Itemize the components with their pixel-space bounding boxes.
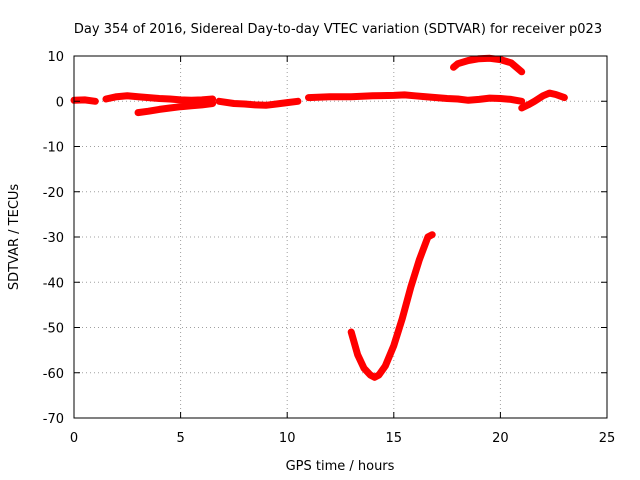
x-tick-label: 25	[599, 431, 616, 446]
y-axis-label: SDTVAR / TECUs	[7, 184, 22, 291]
series-segment-2	[134, 100, 217, 117]
series-segment-4	[305, 91, 526, 105]
x-tick-label: 5	[176, 431, 184, 446]
chart-title: Day 354 of 2016, Sidereal Day-to-day VTE…	[74, 22, 602, 37]
series-segment-5	[518, 89, 568, 112]
series-segment-6	[450, 54, 526, 76]
series-segment-0	[70, 96, 99, 105]
y-tick-label: -50	[43, 322, 64, 337]
data-layer	[70, 54, 568, 381]
x-tick-label: 0	[70, 431, 78, 446]
x-tick-label: 15	[386, 431, 403, 446]
y-tick-label: -40	[43, 276, 64, 291]
y-tick-label: 0	[56, 95, 64, 110]
y-tick-label: -30	[43, 231, 64, 246]
x-tick-label: 10	[279, 431, 296, 446]
y-tick-label: -10	[43, 141, 64, 156]
series-segment-7	[347, 231, 436, 381]
y-tick-label: -60	[43, 367, 64, 382]
x-tick-label: 20	[492, 431, 509, 446]
y-tick-label: -20	[43, 186, 64, 201]
y-tick-label: 10	[47, 50, 64, 65]
y-tick-label: -70	[43, 412, 64, 427]
x-axis-label: GPS time / hours	[286, 459, 395, 474]
axis-ticks: 0 5 10 15 20 25 10 0 -10 -20 -30 -40 -50 -60 -70	[43, 50, 616, 446]
series-segment-3	[215, 97, 302, 109]
series-segment-1	[102, 92, 217, 104]
